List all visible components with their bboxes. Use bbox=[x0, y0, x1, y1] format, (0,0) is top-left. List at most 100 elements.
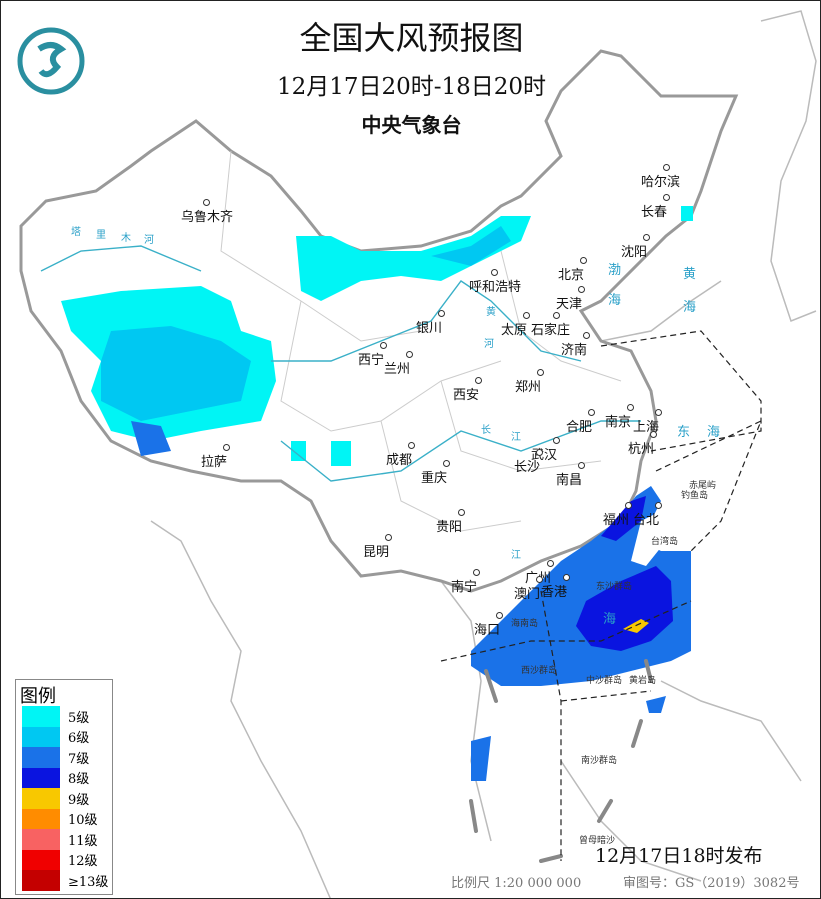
map-scale: 比例尺 1:20 000 000 bbox=[451, 876, 582, 891]
river-label: 河 bbox=[484, 339, 494, 350]
sea-label: 黄 bbox=[683, 267, 697, 282]
city-marker-icon bbox=[536, 576, 543, 583]
island-label: 海南岛 bbox=[511, 619, 539, 629]
city-label: 兰州 bbox=[384, 362, 411, 377]
wind-area-level-6 bbox=[101, 326, 251, 421]
city-marker-icon bbox=[663, 194, 670, 201]
city-label: 重庆 bbox=[421, 471, 448, 486]
city-label: 拉萨 bbox=[201, 455, 228, 470]
issue-time: 12月17日18时发布 bbox=[595, 845, 763, 867]
rivers bbox=[40, 245, 641, 482]
city-label: 南宁 bbox=[451, 580, 478, 595]
legend-label: 6级 bbox=[68, 731, 90, 747]
legend-title: 图例 bbox=[20, 686, 56, 707]
city-label: 长沙 bbox=[514, 460, 541, 475]
legend-item: 5级 bbox=[16, 706, 112, 727]
legend-label: 11级 bbox=[68, 833, 98, 849]
legend-item: 9级 bbox=[16, 788, 112, 809]
city-marker-icon bbox=[547, 560, 554, 567]
city-marker-icon bbox=[643, 234, 650, 241]
wind-area-level-8 bbox=[601, 496, 646, 541]
city-marker-icon bbox=[458, 509, 465, 516]
island-label: 东沙群岛 bbox=[596, 582, 633, 592]
wind-area-level-7 bbox=[131, 421, 171, 456]
map-title: 全国大风预报图 bbox=[299, 19, 524, 57]
city-marker-icon bbox=[536, 449, 543, 456]
city-marker-icon bbox=[385, 534, 392, 541]
city-marker-icon bbox=[406, 351, 413, 358]
legend-swatch bbox=[22, 706, 60, 727]
legend-item: 11级 bbox=[16, 829, 112, 850]
sea-label: 海 bbox=[707, 425, 721, 440]
city-marker-icon bbox=[380, 342, 387, 349]
city-marker-icon bbox=[443, 460, 450, 467]
city-label: 石家庄 bbox=[531, 323, 571, 338]
sea-label: 海 bbox=[683, 300, 697, 315]
legend-item: 7级 bbox=[16, 747, 112, 768]
legend-label: 10级 bbox=[68, 813, 98, 829]
sea-label: 海 bbox=[608, 293, 622, 308]
legend-label: 5级 bbox=[68, 710, 90, 726]
city-marker-icon bbox=[655, 409, 662, 416]
province-borders bbox=[220, 150, 622, 532]
legend-item: 10级 bbox=[16, 808, 112, 829]
island-label: 西沙群岛 bbox=[521, 666, 558, 676]
city-label: 郑州 bbox=[515, 380, 542, 395]
river-label: 里 bbox=[96, 230, 106, 241]
city-label: 乌鲁木齐 bbox=[181, 210, 234, 225]
city-label: 福州 bbox=[603, 513, 630, 528]
review-number: 审图号：GS（2019）3082号 bbox=[623, 876, 800, 891]
city-label: 香港 bbox=[541, 585, 568, 600]
city-label: 南京 bbox=[605, 415, 632, 430]
city-label: 哈尔滨 bbox=[641, 175, 681, 190]
city-marker-icon bbox=[655, 502, 662, 509]
legend-swatch bbox=[22, 808, 60, 829]
city-label: 昆明 bbox=[363, 545, 390, 560]
wind-area-level-8 bbox=[576, 566, 673, 651]
legend-label: ≥13级 bbox=[68, 874, 109, 890]
city-label: 银川 bbox=[416, 321, 443, 336]
legend-swatch bbox=[22, 829, 60, 850]
legend-item: ≥13级 bbox=[16, 870, 112, 891]
city-label: 澳门 bbox=[514, 587, 541, 602]
city-marker-icon bbox=[583, 332, 590, 339]
china-outline bbox=[19, 49, 739, 593]
city-label: 西宁 bbox=[358, 353, 385, 368]
city-marker-icon bbox=[580, 257, 587, 264]
cma-logo bbox=[17, 27, 85, 95]
river-label: 黄 bbox=[486, 307, 496, 318]
city-marker-icon bbox=[553, 312, 560, 319]
river-label: 塔 bbox=[71, 227, 81, 238]
city-label: 天津 bbox=[556, 297, 583, 312]
city-marker-icon bbox=[663, 164, 670, 171]
sea-label: 渤 bbox=[608, 263, 622, 278]
city-label: 海口 bbox=[474, 623, 501, 638]
river-label: 木 bbox=[121, 233, 131, 244]
legend-swatch bbox=[22, 726, 60, 747]
city-label: 贵阳 bbox=[436, 520, 463, 535]
river-label: 江 bbox=[511, 550, 521, 561]
city-marker-icon bbox=[523, 312, 530, 319]
city-marker-icon bbox=[578, 462, 585, 469]
city-marker-icon bbox=[588, 409, 595, 416]
city-label: 呼和浩特 bbox=[469, 280, 522, 295]
city-marker-icon bbox=[537, 369, 544, 376]
sea-label: 海 bbox=[603, 612, 617, 627]
taiwan-island bbox=[631, 511, 666, 566]
city-marker-icon bbox=[627, 404, 634, 411]
city-label: 成都 bbox=[386, 453, 413, 468]
forecast-period: 12月17日20时-18日20时 bbox=[276, 74, 547, 100]
city-label: 西安 bbox=[453, 388, 480, 403]
city-label: 杭州 bbox=[628, 442, 655, 457]
city-marker-icon bbox=[496, 612, 503, 619]
legend-swatch bbox=[22, 767, 60, 788]
river-label: 江 bbox=[511, 432, 521, 443]
city-marker-icon bbox=[491, 269, 498, 276]
city-marker-icon bbox=[553, 437, 560, 444]
river-label: 长 bbox=[481, 425, 491, 436]
legend-label: 7级 bbox=[68, 751, 90, 767]
legend-label: 12级 bbox=[68, 854, 98, 870]
wind-level-5-6-areas bbox=[61, 206, 693, 466]
island-label: 台湾岛 bbox=[651, 537, 679, 547]
